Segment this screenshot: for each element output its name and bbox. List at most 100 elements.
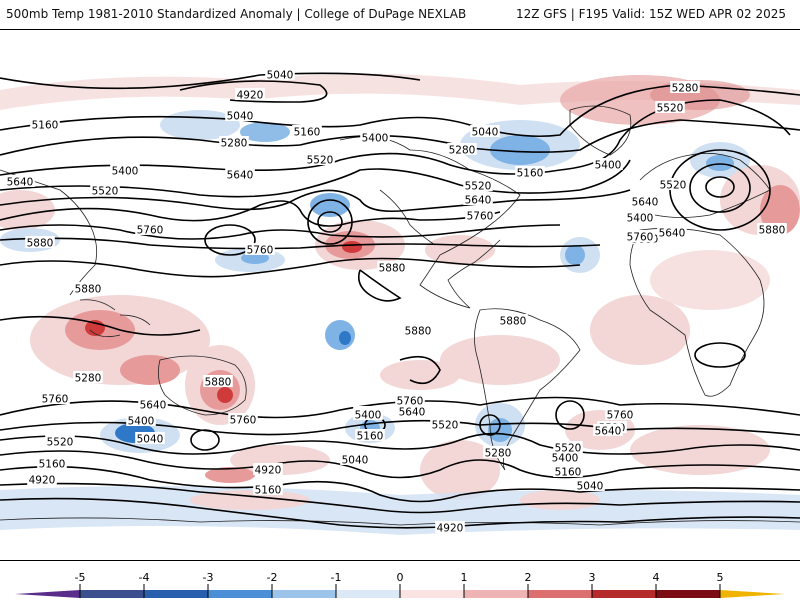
contour-label-bg (630, 195, 660, 207)
contour-label: 5280 (672, 83, 699, 95)
contour-label: 5640 (227, 170, 254, 182)
contour-label-bg (605, 408, 635, 420)
contour-label: 5520 (660, 180, 687, 192)
contour-label: 5280 (449, 145, 476, 157)
contour-label-bg (5, 175, 35, 187)
contour-label: 5160 (294, 127, 321, 139)
contour-label-bg (305, 153, 335, 165)
contour-label: 5520 (47, 437, 74, 449)
colorbar-tick-label: -2 (267, 571, 278, 584)
colorbar-segment (656, 590, 720, 598)
contour-label-bg (253, 463, 283, 475)
contour-label: 5040 (227, 111, 254, 123)
contour-label: 5160 (357, 431, 384, 443)
contour-label-bg (757, 223, 787, 235)
contour-label: 5400 (362, 133, 389, 145)
contour-label-bg (625, 230, 655, 242)
contour-label-bg (45, 435, 75, 447)
colorbar-tick-label: -1 (331, 571, 342, 584)
contour-label: 5520 (432, 420, 459, 432)
contour-label-bg (657, 226, 687, 238)
contour-label-bg (110, 164, 140, 176)
contour-label: 5760 (467, 211, 494, 223)
contour-label-bg (73, 282, 103, 294)
contour-label-bg (355, 429, 385, 441)
contour-label-bg (670, 81, 700, 93)
contour-label-bg (430, 418, 460, 430)
contour-label-bg (553, 441, 583, 453)
contour-label-bg (340, 453, 370, 465)
colorbar-tick-label: -4 (139, 571, 150, 584)
colorbar-tick-label: -5 (75, 571, 86, 584)
colorbar-segment (144, 590, 208, 598)
contour-label: 5760 (137, 225, 164, 237)
contour-label-bg (228, 413, 258, 425)
contour-label-bg (498, 314, 528, 326)
contour-label-bg (40, 392, 70, 404)
contour-label-bg (225, 168, 255, 180)
contour-label: 5520 (307, 155, 334, 167)
contour-label: 5040 (342, 455, 369, 467)
contour-label: 5760 (397, 396, 424, 408)
contour-label: 5520 (657, 103, 684, 115)
contour-label: 5400 (128, 416, 155, 428)
contour-label: 5160 (39, 459, 66, 471)
contour-label: 5160 (32, 120, 59, 132)
model-run-info: 12Z GFS | F195 Valid: 15Z WED APR 02 202… (515, 7, 786, 21)
contour-label: 5280 (485, 448, 512, 460)
contour-label: 5640 (7, 177, 34, 189)
contour-label-bg (25, 236, 55, 248)
contour-label: 5160 (255, 485, 282, 497)
contour-label-bg (126, 414, 156, 426)
contour-label-bg (203, 375, 233, 387)
contour-label: 5040 (577, 481, 604, 493)
contour-label: 5760 (42, 394, 69, 406)
map-panel[interactable]: 5040 4920 5040 5160 5160 5280 5400 5400 5520 5640… (0, 29, 800, 561)
contour-label-bg (593, 424, 623, 436)
colorbar-segment (464, 590, 528, 598)
contour-label-bg (553, 465, 583, 477)
contour-label: 5160 (555, 467, 582, 479)
colorbar-segment (592, 590, 656, 598)
contour-label: 4920 (437, 523, 464, 535)
colorbar-segment (272, 590, 336, 598)
colorbar-segment (400, 590, 464, 598)
contour-label: 5400 (112, 166, 139, 178)
colorbar-segment (208, 590, 272, 598)
contour-label: 5040 (267, 70, 294, 82)
contour-label-bg (377, 261, 407, 273)
colorbar-tick-label: 5 (717, 571, 724, 584)
contour-label-bg (655, 101, 685, 113)
colorbar: -5 -4 -3 -2 -1 0 1 2 3 4 5 (0, 560, 800, 600)
contour-label: 5640 (659, 228, 686, 240)
contour-label-bg (245, 243, 275, 255)
colorbar-tick-label: -3 (203, 571, 214, 584)
contour-label: 5520 (465, 181, 492, 193)
contour-label-bg (463, 179, 493, 191)
contour-label-bg (90, 184, 120, 196)
colorbar-canvas: -5 -4 -3 -2 -1 0 1 2 3 4 5 (15, 571, 785, 598)
contour-label-bg (135, 223, 165, 235)
contour-label: 5040 (472, 127, 499, 139)
contour-label-bg (395, 394, 425, 406)
contour-label-bg (37, 457, 67, 469)
contour-label-bg (470, 125, 500, 137)
contour-label-bg (550, 451, 580, 463)
contour-label: 5760 (607, 410, 634, 422)
contour-label: 4920 (29, 475, 56, 487)
contour-label: 5880 (205, 377, 232, 389)
header: 500mb Temp 1981-2010 Standardized Anomal… (0, 0, 800, 30)
contour-label: 5640 (632, 197, 659, 209)
colorbar-low-arrow (15, 590, 80, 598)
contour-label-bg (575, 479, 605, 491)
contour-label: 5640 (595, 426, 622, 438)
contour-label: 5520 (555, 443, 582, 455)
contour-label-bg (435, 521, 465, 533)
contour-label-bg (465, 209, 495, 221)
contour-label: 5880 (500, 316, 527, 328)
height-contours (0, 72, 800, 529)
coastlines (0, 105, 800, 526)
contour-label-bg (658, 178, 688, 190)
